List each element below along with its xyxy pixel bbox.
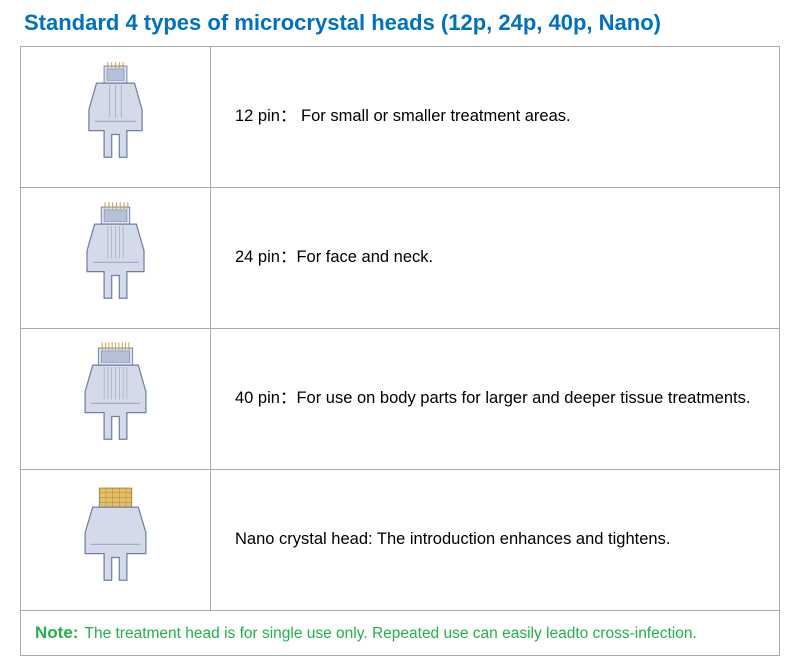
desc-cell-12p: 12 pin： For small or smaller treatment a… xyxy=(211,47,780,188)
desc-cell-40p: 40 pin：For use on body parts for larger … xyxy=(211,329,780,470)
table-note-row: Note: The treatment head is for single u… xyxy=(21,611,780,656)
image-cell-24p xyxy=(21,188,211,329)
note-text: The treatment head is for single use onl… xyxy=(80,625,696,642)
note-cell: Note: The treatment head is for single u… xyxy=(21,611,780,656)
microcrystal-head-24p-icon xyxy=(68,198,163,313)
microcrystal-head-nano-icon xyxy=(68,480,163,595)
table-row: 24 pin：For face and neck. xyxy=(21,188,780,329)
table-row: 12 pin： For small or smaller treatment a… xyxy=(21,47,780,188)
product-table: 12 pin： For small or smaller treatment a… xyxy=(20,46,780,656)
microcrystal-head-12p-icon xyxy=(68,57,163,172)
page-title: Standard 4 types of microcrystal heads (… xyxy=(20,10,780,36)
desc-cell-nano: Nano crystal head: The introduction enha… xyxy=(211,470,780,611)
microcrystal-head-40p-icon xyxy=(68,339,163,454)
image-cell-nano xyxy=(21,470,211,611)
desc-cell-24p: 24 pin：For face and neck. xyxy=(211,188,780,329)
image-cell-40p xyxy=(21,329,211,470)
table-row: Nano crystal head: The introduction enha… xyxy=(21,470,780,611)
note-label: Note: xyxy=(35,623,78,642)
table-row: 40 pin：For use on body parts for larger … xyxy=(21,329,780,470)
image-cell-12p xyxy=(21,47,211,188)
